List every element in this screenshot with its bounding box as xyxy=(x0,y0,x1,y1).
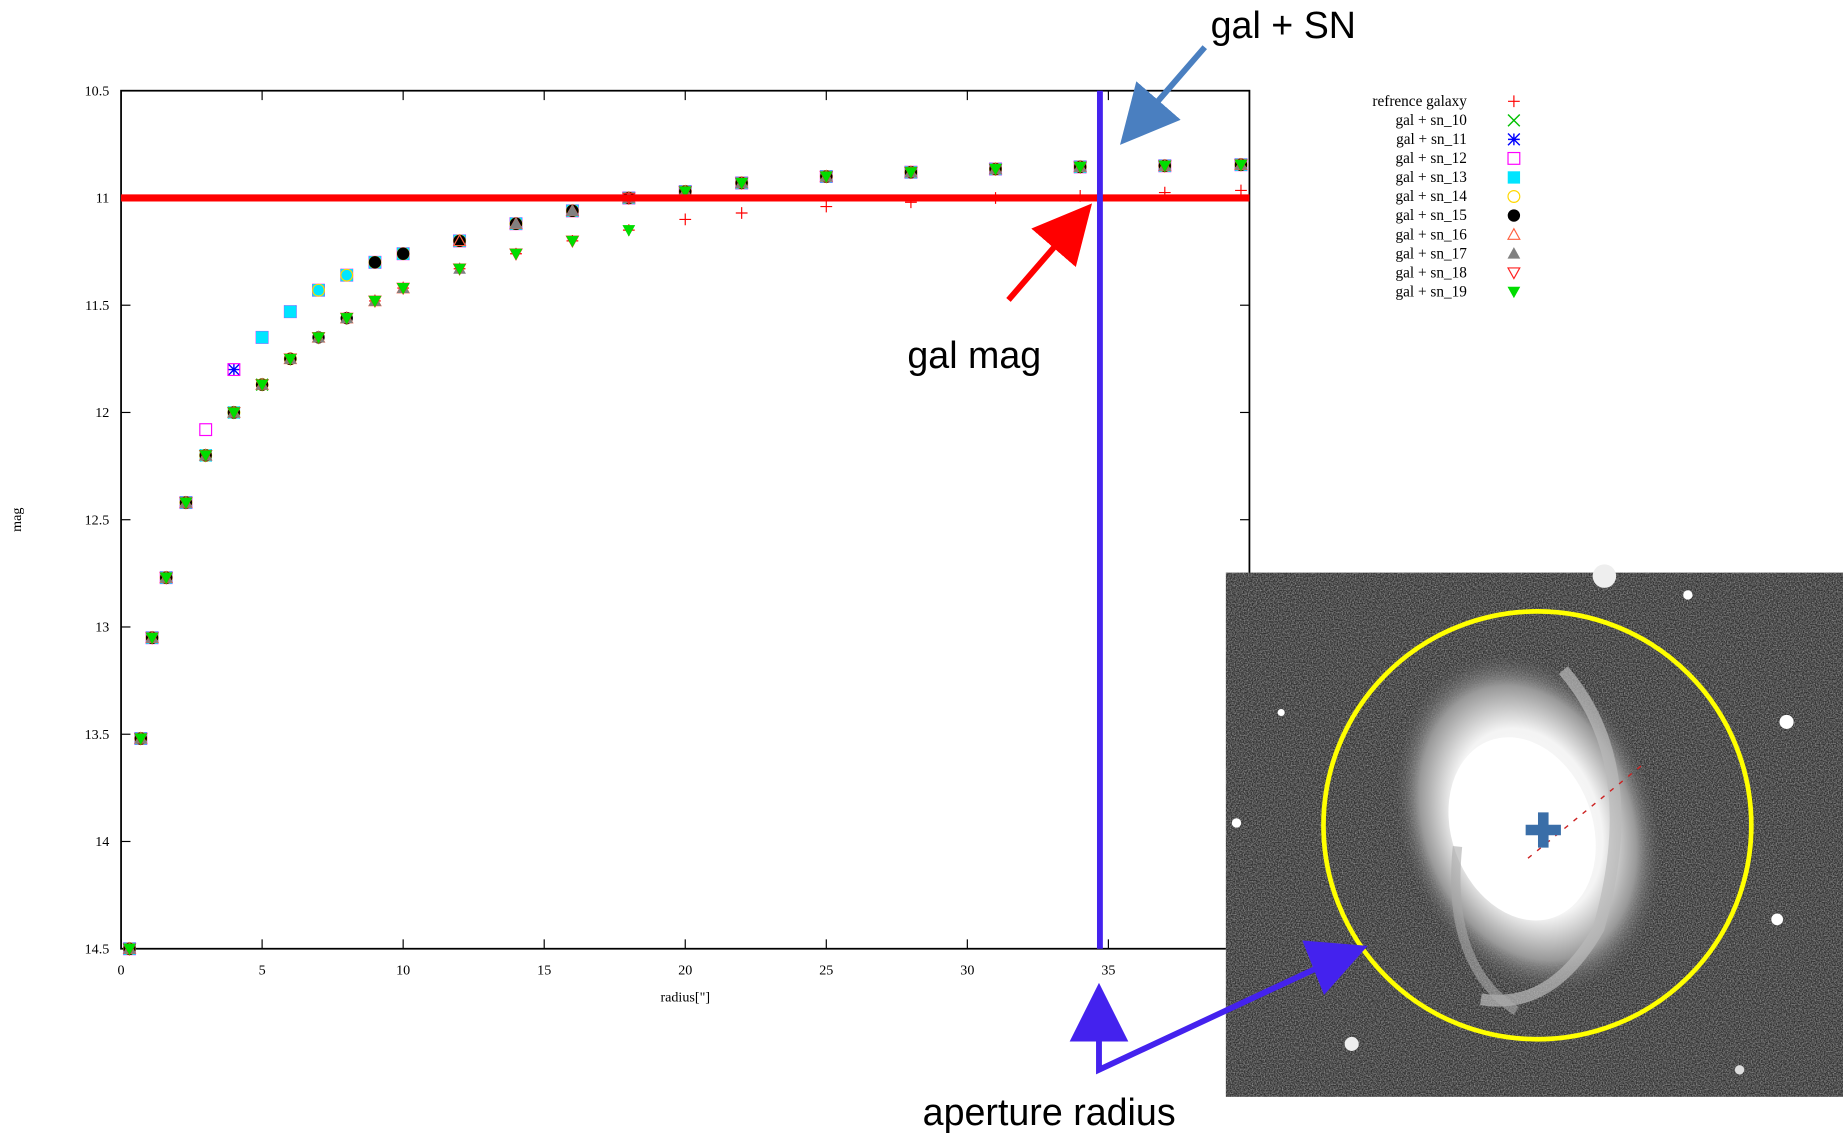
point xyxy=(735,207,748,219)
point xyxy=(679,213,692,226)
y-tick-label: 13.5 xyxy=(85,727,110,743)
x-tick-label: 25 xyxy=(819,963,833,979)
point xyxy=(199,450,213,462)
legend-marker xyxy=(1508,95,1520,108)
plot: 051015202530354010.51111.51212.51313.514… xyxy=(9,83,1521,1006)
point xyxy=(368,295,382,308)
point xyxy=(255,331,269,344)
point xyxy=(622,225,636,237)
annotation: gal + SN xyxy=(1211,4,1356,46)
point xyxy=(509,248,523,261)
arrows xyxy=(1006,45,1368,1075)
legend-label: gal + sn_13 xyxy=(1396,169,1468,186)
x-tick-label: 20 xyxy=(678,963,692,979)
point xyxy=(340,313,354,325)
legend-label: gal + sn_16 xyxy=(1396,226,1468,243)
point xyxy=(227,363,241,376)
x-tick-label: 15 xyxy=(537,963,551,979)
legend-marker xyxy=(1507,171,1521,184)
point xyxy=(678,186,692,199)
legend-label: gal + sn_18 xyxy=(1396,264,1468,281)
legend-marker xyxy=(1507,267,1521,280)
y-tick-label: 12.5 xyxy=(85,512,110,528)
point xyxy=(368,256,382,269)
legend-marker xyxy=(1507,209,1521,222)
point xyxy=(227,363,241,377)
legend-label: refrence galaxy xyxy=(1372,93,1467,110)
y-tick-label: 13 xyxy=(95,620,109,636)
point xyxy=(509,217,523,229)
legend-marker xyxy=(1507,132,1521,146)
point xyxy=(1235,184,1247,197)
point xyxy=(819,171,833,183)
point xyxy=(134,733,148,746)
point xyxy=(340,268,354,282)
point xyxy=(227,407,241,419)
legend-marker xyxy=(1507,286,1521,299)
x-axis-label: radius["] xyxy=(660,990,710,1006)
y-axis-label: mag xyxy=(9,508,25,532)
point xyxy=(566,235,579,248)
point xyxy=(159,572,173,585)
x-tick-label: 5 xyxy=(259,963,266,979)
legend-label: gal + sn_12 xyxy=(1396,150,1467,167)
annotation: gal mag xyxy=(907,334,1041,376)
point xyxy=(396,283,410,295)
point xyxy=(199,423,213,437)
point xyxy=(566,204,579,216)
legend-label: gal + sn_11 xyxy=(1396,131,1467,148)
point xyxy=(989,164,1002,176)
y-tick-label: 12 xyxy=(95,405,109,421)
point xyxy=(1234,159,1248,172)
legend-marker xyxy=(1507,227,1521,240)
point xyxy=(452,233,467,247)
x-tick-label: 10 xyxy=(396,963,410,979)
point xyxy=(145,632,159,645)
annotation: aperture radius xyxy=(923,1091,1176,1133)
point xyxy=(904,167,918,179)
legend-marker xyxy=(1507,113,1521,127)
y-tick-label: 11 xyxy=(96,191,110,207)
point xyxy=(312,283,325,297)
y-tick-label: 14.5 xyxy=(85,941,110,957)
point xyxy=(123,943,136,956)
y-tick-label: 10.5 xyxy=(85,83,110,99)
galaxy-image xyxy=(1225,564,1843,1097)
point xyxy=(312,332,325,344)
point xyxy=(453,263,466,276)
point xyxy=(284,305,297,318)
point xyxy=(1073,161,1087,174)
x-tick-label: 0 xyxy=(118,963,125,979)
legend-marker xyxy=(1507,151,1521,165)
point xyxy=(1158,160,1172,173)
x-tick-label: 35 xyxy=(1101,963,1115,979)
point xyxy=(820,200,833,213)
legend-marker xyxy=(1507,247,1521,259)
point xyxy=(396,247,410,260)
legend-marker xyxy=(1507,190,1521,203)
legend-label: gal + sn_14 xyxy=(1396,188,1468,205)
legend-label: gal + sn_19 xyxy=(1396,283,1467,300)
legend-label: gal + sn_17 xyxy=(1396,245,1468,262)
x-tick-label: 30 xyxy=(960,963,974,979)
y-tick-label: 11.5 xyxy=(85,298,109,314)
legend-label: gal + sn_15 xyxy=(1396,207,1468,224)
point xyxy=(179,497,193,510)
point xyxy=(255,379,269,392)
y-tick-label: 14 xyxy=(95,834,109,850)
point xyxy=(735,177,749,190)
legend-label: gal + sn_10 xyxy=(1396,112,1468,129)
point xyxy=(283,353,297,366)
